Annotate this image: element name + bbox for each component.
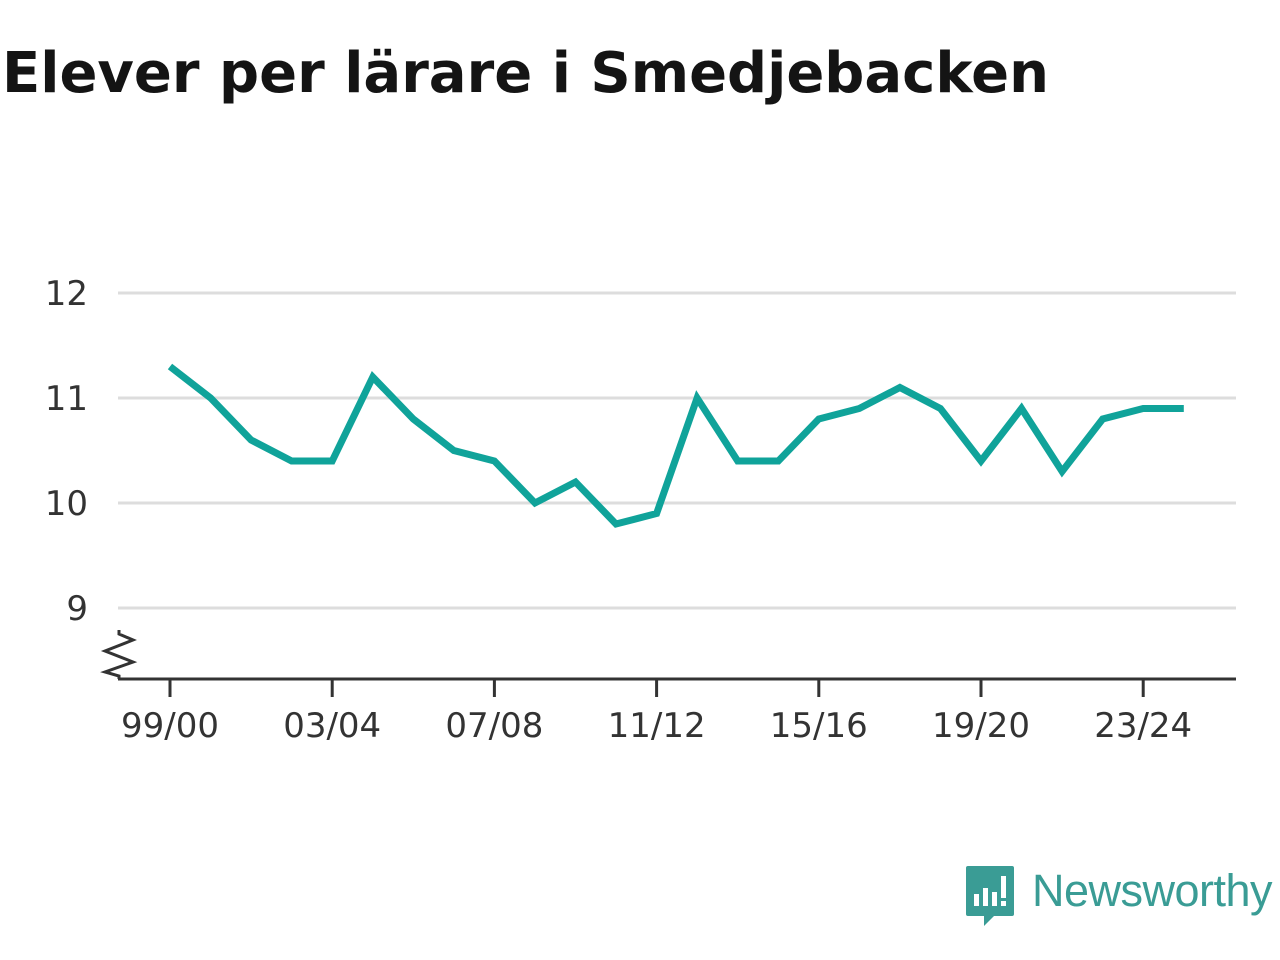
x-tick-label: 23/24 [1094, 706, 1192, 746]
bar-chart-speech-bubble-icon [966, 866, 1014, 926]
series-line-0 [167, 363, 1184, 528]
x-tick-label: 07/08 [445, 706, 543, 746]
x-tick-label: 15/16 [770, 706, 868, 746]
y-axis-break-icon [100, 630, 138, 679]
y-tick-label: 11 [45, 379, 88, 419]
x-tick-label: 99/00 [121, 706, 219, 746]
brand-name: Newsworthy [1032, 865, 1273, 916]
x-tick-label: 19/20 [932, 706, 1030, 746]
x-tick-label: 03/04 [283, 706, 381, 746]
y-tick-label: 9 [66, 589, 88, 629]
x-tick-label: 11/12 [608, 706, 706, 746]
series-layer [167, 363, 1184, 528]
newsworthy-brand: Newsworthy [962, 862, 1273, 928]
chart-title: Elever per lärare i Smedjebacken [2, 41, 1049, 106]
axes [100, 630, 1236, 697]
y-tick-label: 12 [45, 274, 88, 314]
y-tick-label: 10 [45, 484, 88, 524]
tick-labels: 9 10 11 12 99/00 03/04 07/08 11/12 15/16 19/20 23/… [45, 274, 1192, 746]
gridlines [118, 291, 1236, 610]
